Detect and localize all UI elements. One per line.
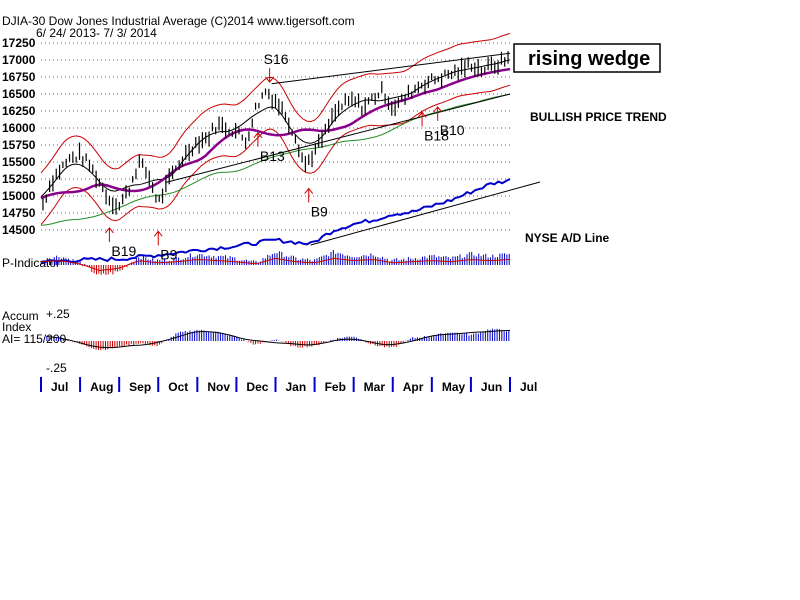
month-label: Jun xyxy=(481,380,502,394)
buy-arrow xyxy=(153,230,163,246)
y-tick-label: 16250 xyxy=(2,104,36,118)
month-label: Sep xyxy=(129,380,151,394)
y-tick-label: 15750 xyxy=(2,138,36,152)
month-label: Jan xyxy=(286,380,307,394)
month-axis: Jul Aug Sep Oct Nov Dec Jan Feb Mar Apr May Jun Jul xyxy=(40,377,537,394)
signal-label: B19 xyxy=(111,243,136,259)
y-axis-ticks: 17250 17000 16750 16500 16250 16000 15750 15500… xyxy=(2,36,36,237)
ad-line xyxy=(40,178,511,265)
upper-band xyxy=(40,33,511,174)
p-indicator-ma xyxy=(40,257,511,272)
wedge-label: rising wedge xyxy=(528,48,650,70)
sell-arrow xyxy=(265,68,275,83)
ai-label: AI= 115/200 xyxy=(2,332,66,346)
wedge-upper-line xyxy=(271,52,511,85)
trend-lines xyxy=(165,52,541,246)
y-tick-label: 17000 xyxy=(2,53,36,67)
accum-ma xyxy=(46,329,511,349)
date-range: 6/ 24/ 2013- 7/ 3/ 2014 xyxy=(36,26,157,40)
ad-trend-line xyxy=(310,181,541,246)
y-tick-label: 16000 xyxy=(2,121,36,135)
month-label: Mar xyxy=(364,380,386,394)
month-label: Apr xyxy=(403,380,424,394)
buy-arrow xyxy=(105,227,114,242)
y-tick-label: 14750 xyxy=(2,206,36,220)
signal-label: S16 xyxy=(264,51,289,67)
p-indicator-label: P-Indicator xyxy=(2,256,60,270)
signal-label: B9 xyxy=(160,246,177,262)
signal-label: B9 xyxy=(311,204,328,220)
buy-arrow xyxy=(433,106,443,121)
ma-purple xyxy=(40,67,511,200)
signal-label: B18 xyxy=(424,127,449,143)
lower-band xyxy=(40,84,511,225)
trend-label: BULLISH PRICE TREND xyxy=(530,110,667,124)
signal-label: B10 xyxy=(440,122,465,138)
month-label: Aug xyxy=(90,380,113,394)
month-label: Nov xyxy=(207,380,230,394)
month-label: Jul xyxy=(51,380,68,394)
accum-index-series xyxy=(46,328,511,351)
buy-arrow xyxy=(417,111,427,127)
chart-title: DJIA-30 Dow Jones Industrial Average (C)… xyxy=(2,14,355,28)
y-tick-label: 14500 xyxy=(2,223,36,237)
accum-bottom-label: -.25 xyxy=(46,361,67,375)
accum-label-2: Index xyxy=(2,320,31,334)
buy-arrow xyxy=(253,131,263,147)
y-tick-label: 15250 xyxy=(2,172,36,186)
price-series xyxy=(42,51,509,215)
y-tick-label: 15000 xyxy=(2,189,36,203)
buy-arrow xyxy=(304,187,314,203)
y-tick-label: 16750 xyxy=(2,70,36,84)
wedge-label-box xyxy=(513,43,661,73)
month-label: Oct xyxy=(168,380,188,394)
accum-label-1: Accum xyxy=(2,309,39,323)
ad-line-series xyxy=(40,178,511,265)
month-label: Jul xyxy=(520,380,537,394)
wedge-lower-line xyxy=(165,93,511,183)
y-tick-label: 15500 xyxy=(2,155,36,169)
p-indicator-series xyxy=(40,249,511,275)
y-tick-label: 16500 xyxy=(2,87,36,101)
ad-line-label: NYSE A/D Line xyxy=(525,231,610,245)
month-label: May xyxy=(442,380,466,394)
accum-top-label: +.25 xyxy=(46,307,70,321)
month-label: Dec xyxy=(246,380,268,394)
month-label: Feb xyxy=(325,380,346,394)
signal-label: B13 xyxy=(260,148,285,164)
y-tick-label: 17250 xyxy=(2,36,36,50)
